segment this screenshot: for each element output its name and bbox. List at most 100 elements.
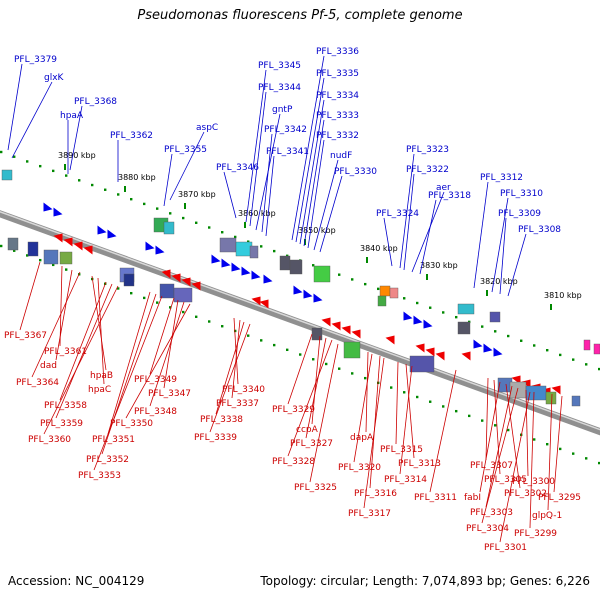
genome-backbone xyxy=(0,210,600,436)
forward-gene-label[interactable]: PFL_3362 xyxy=(110,131,153,141)
reverse-gene-label[interactable]: dapA xyxy=(350,433,374,443)
forward-gene-leader xyxy=(299,99,325,245)
scale-tick-label: 3810 kbp xyxy=(544,291,582,300)
reverse-gene-label[interactable]: PFL_3351 xyxy=(92,435,135,445)
forward-gene-label[interactable]: PFL_3334 xyxy=(316,91,359,101)
reverse-gene-label[interactable]: PFL_3347 xyxy=(148,389,191,399)
reverse-gene-label[interactable]: PFL_3364 xyxy=(16,378,59,388)
forward-feature-arrow xyxy=(231,262,241,272)
forward-gene-label[interactable]: aer xyxy=(436,183,451,193)
reverse-gene-label[interactable]: dad xyxy=(40,361,57,371)
reverse-gene-label[interactable]: PFL_3314 xyxy=(384,475,427,485)
reverse-feature-arrow xyxy=(181,277,191,287)
reverse-gene-label[interactable]: PFL_3352 xyxy=(86,455,129,465)
forward-gene-label[interactable]: PFL_3344 xyxy=(258,83,301,93)
reverse-gene-label[interactable]: PFL_3299 xyxy=(514,529,557,539)
scale-tick-mark xyxy=(244,222,246,228)
forward-gene-label[interactable]: glxK xyxy=(44,73,65,83)
domain-box xyxy=(343,341,361,359)
forward-gene-label[interactable]: PFL_3310 xyxy=(500,189,543,199)
reverse-gene-label[interactable]: PFL_3300 xyxy=(512,477,555,487)
reverse-gene-label[interactable]: PFL_3325 xyxy=(294,483,337,493)
reverse-gene-label[interactable]: PFL_3353 xyxy=(78,471,121,481)
forward-gene-label[interactable]: PFL_3318 xyxy=(428,191,471,201)
forward-gene-label[interactable]: nudF xyxy=(330,151,352,161)
reverse-gene-leader xyxy=(233,317,239,385)
reverse-gene-label[interactable]: PFL_3316 xyxy=(354,489,397,499)
forward-gene-leader xyxy=(307,139,325,249)
reverse-gene-label[interactable]: PFL_3295 xyxy=(538,493,581,503)
forward-genes-layer: PFL_3379 glxK PFL_3368 hpaA PFL_3362 aspC PFL_… xyxy=(7,47,561,297)
reverse-feature-arrow xyxy=(191,281,201,291)
forward-feature-arrow xyxy=(303,289,313,299)
reverse-gene-label[interactable]: PFL_3305 xyxy=(484,475,527,485)
reverse-gene-label[interactable]: PFL_3307 xyxy=(470,461,513,471)
forward-gene-label[interactable]: PFL_3336 xyxy=(316,47,359,57)
reverse-gene-leader xyxy=(311,335,321,425)
reverse-feature-arrow xyxy=(551,385,561,395)
forward-gene-label[interactable]: PFL_3323 xyxy=(406,145,449,155)
features-layer xyxy=(1,169,600,407)
domain-box xyxy=(279,255,291,271)
reverse-gene-leader xyxy=(125,303,191,419)
reverse-gene-label[interactable]: PFL_3311 xyxy=(414,493,457,503)
forward-gene-label[interactable]: PFL_3346 xyxy=(216,163,259,173)
forward-gene-label[interactable]: gntP xyxy=(272,105,293,115)
reverse-gene-label[interactable]: PFL_3348 xyxy=(134,407,177,417)
forward-gene-label[interactable]: hpaA xyxy=(60,111,84,121)
forward-gene-label[interactable]: PFL_3330 xyxy=(334,167,377,177)
reverse-gene-label[interactable]: PFL_3359 xyxy=(40,419,83,429)
reverse-gene-label[interactable]: PFL_3303 xyxy=(470,508,513,518)
forward-gene-label[interactable]: aspC xyxy=(196,123,218,133)
scale-tick-mark xyxy=(426,274,428,280)
reverse-gene-leader xyxy=(287,339,333,457)
reverse-gene-label[interactable]: glpQ-1 xyxy=(532,511,562,521)
scale-tick-label: 3830 kbp xyxy=(420,261,458,270)
reverse-gene-label[interactable]: PFL_3327 xyxy=(290,439,333,449)
reverse-gene-label[interactable]: PFL_3302 xyxy=(504,489,547,499)
forward-gene-label[interactable]: PFL_3355 xyxy=(164,145,207,155)
forward-gene-label[interactable]: PFL_3308 xyxy=(518,225,561,235)
forward-gene-label[interactable]: PFL_3335 xyxy=(316,69,359,79)
reverse-gene-label[interactable]: PFL_3329 xyxy=(272,405,315,415)
reverse-gene-label[interactable]: PFL_3338 xyxy=(200,415,243,425)
reverse-gene-label[interactable]: PFL_3315 xyxy=(380,445,423,455)
reverse-gene-label[interactable]: PFL_3339 xyxy=(194,433,237,443)
domain-box xyxy=(163,221,175,235)
reverse-gene-label[interactable]: PFL_3360 xyxy=(28,435,71,445)
forward-gene-label[interactable]: PFL_3368 xyxy=(74,97,117,107)
scale-tick-mark xyxy=(486,290,488,296)
reverse-gene-label[interactable]: PFL_3304 xyxy=(466,524,509,534)
forward-gene-label[interactable]: PFL_3312 xyxy=(480,173,523,183)
reverse-gene-leader xyxy=(149,301,185,407)
reverse-gene-label[interactable]: PFL_3320 xyxy=(338,463,381,473)
forward-gene-label[interactable]: PFL_3322 xyxy=(406,165,449,175)
forward-gene-label[interactable]: PFL_3341 xyxy=(266,147,309,157)
forward-gene-label[interactable]: PFL_3379 xyxy=(14,55,57,65)
reverse-gene-label[interactable]: fabI xyxy=(464,493,481,503)
reverse-gene-leader xyxy=(309,343,339,483)
reverse-gene-label[interactable]: PFL_3361 xyxy=(44,347,87,357)
forward-feature-arrow xyxy=(97,225,107,235)
reverse-gene-label[interactable]: PFL_3367 xyxy=(4,331,47,341)
reverse-gene-leader xyxy=(97,277,105,385)
forward-gene-label[interactable]: PFL_3332 xyxy=(316,131,359,141)
reverse-gene-label[interactable]: PFL_3340 xyxy=(222,385,265,395)
forward-gene-label[interactable]: PFL_3333 xyxy=(316,111,359,121)
forward-gene-label[interactable]: PFL_3309 xyxy=(498,209,541,219)
forward-gene-label[interactable]: PFL_3324 xyxy=(376,209,419,219)
reverse-gene-label[interactable]: hpaC xyxy=(88,385,111,395)
reverse-gene-label[interactable]: PFL_3358 xyxy=(44,401,87,411)
forward-gene-label[interactable]: PFL_3342 xyxy=(264,125,307,135)
reverse-gene-label[interactable]: PFL_3301 xyxy=(484,543,527,553)
reverse-gene-label[interactable]: PFL_3337 xyxy=(216,399,259,409)
scale-tick-label: 3860 kbp xyxy=(238,209,276,218)
reverse-gene-label[interactable]: PFL_3317 xyxy=(348,509,391,519)
reverse-gene-label[interactable]: hpaB xyxy=(90,371,113,381)
reverse-gene-label[interactable]: PFL_3313 xyxy=(398,459,441,469)
reverse-gene-label[interactable]: PFL_3350 xyxy=(110,419,153,429)
reverse-gene-label[interactable]: PFL_3349 xyxy=(134,375,177,385)
forward-gene-label[interactable]: PFL_3345 xyxy=(258,61,301,71)
forward-gene-leader xyxy=(473,181,489,289)
reverse-gene-label[interactable]: PFL_3328 xyxy=(272,457,315,467)
